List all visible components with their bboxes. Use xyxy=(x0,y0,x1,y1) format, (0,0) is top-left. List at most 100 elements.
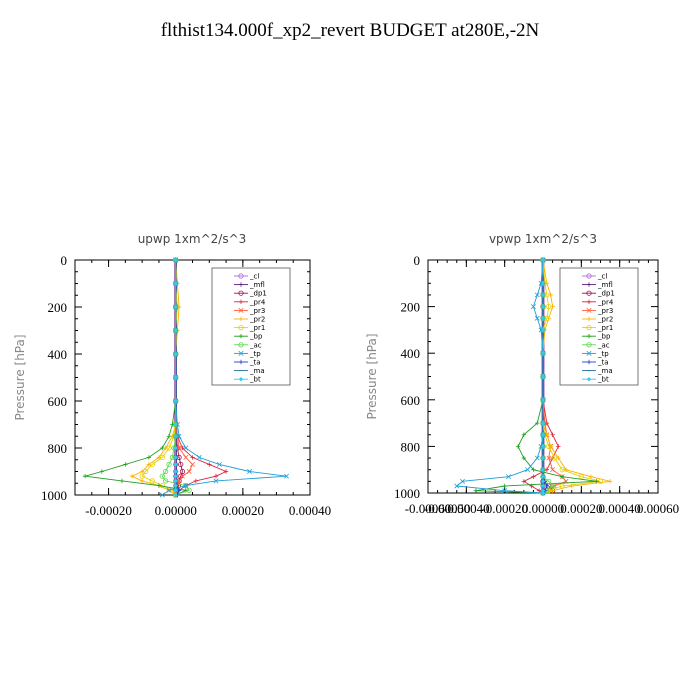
data-point xyxy=(540,420,546,426)
data-point xyxy=(180,445,185,451)
data-point xyxy=(183,445,189,451)
data-point xyxy=(473,488,479,493)
x-tick-label: 0.00020 xyxy=(222,503,264,518)
data-point xyxy=(173,483,178,488)
plot-1: upwp 1xm^2/s^3 Pressure [hPa] 0 200 400 600 80… xyxy=(13,232,331,518)
data-point xyxy=(535,420,540,426)
data-point xyxy=(544,483,550,489)
data-point xyxy=(178,461,184,468)
data-point xyxy=(166,487,172,493)
legend-marker xyxy=(238,290,244,296)
legend-entry: _tp xyxy=(249,350,261,358)
data-point xyxy=(546,303,552,310)
series-bp xyxy=(82,257,188,498)
data-point xyxy=(166,461,172,468)
legend-entry: _ma xyxy=(597,367,613,375)
data-point xyxy=(213,474,219,479)
legend-marker xyxy=(238,273,244,279)
legend-entry: _pr4 xyxy=(597,298,614,306)
data-point xyxy=(160,445,165,451)
data-point xyxy=(534,315,540,321)
legend-entry: _dp1 xyxy=(597,290,615,298)
legend-box xyxy=(211,267,291,386)
data-point xyxy=(540,292,546,298)
data-point xyxy=(173,445,178,451)
data-point xyxy=(139,478,145,484)
data-point xyxy=(546,443,552,449)
legend-marker xyxy=(238,316,244,322)
y-tick-label: 1000 xyxy=(394,486,420,501)
legend-entry: _bp xyxy=(249,333,263,341)
data-point xyxy=(190,461,195,467)
x-tick-label: -0.00060 xyxy=(405,501,452,516)
legend-entry: _pr2 xyxy=(597,316,613,324)
data-point xyxy=(82,474,88,479)
data-point xyxy=(540,351,546,356)
legend-marker xyxy=(238,342,244,348)
data-point xyxy=(173,281,178,286)
data-point xyxy=(540,455,546,461)
legend-entry: _dp1 xyxy=(249,290,267,298)
legend-entry: _bp xyxy=(597,333,611,341)
legend-entry: _ac xyxy=(597,341,610,349)
y-tick-label: 0 xyxy=(61,253,68,268)
data-point xyxy=(521,479,527,484)
data-point xyxy=(173,328,178,333)
data-point xyxy=(534,292,540,298)
legend-box xyxy=(559,267,639,386)
data-point xyxy=(460,478,465,484)
data-point xyxy=(173,492,178,498)
data-point xyxy=(207,462,212,467)
legend-marker xyxy=(586,316,592,322)
data-point xyxy=(176,445,182,451)
data-point xyxy=(556,444,561,449)
x-tick-label: 0.00000 xyxy=(522,501,564,516)
data-point xyxy=(540,479,546,484)
x-tick-label: -0.00040 xyxy=(443,501,490,516)
data-point xyxy=(540,327,546,333)
legend-marker xyxy=(586,282,592,287)
y-tick-label: 600 xyxy=(401,393,421,408)
data-point xyxy=(173,488,178,493)
legend-marker xyxy=(586,350,592,356)
data-point xyxy=(540,397,546,402)
x-tick-label: 0.00000 xyxy=(155,503,197,518)
data-point xyxy=(139,473,145,479)
data-point xyxy=(179,468,186,475)
data-point xyxy=(284,473,289,479)
legend-marker xyxy=(586,359,592,365)
legend-marker xyxy=(238,307,244,313)
series-line xyxy=(455,259,544,494)
data-point xyxy=(521,432,527,437)
data-point xyxy=(515,444,521,449)
data-point xyxy=(173,398,178,404)
legend-marker xyxy=(586,334,592,339)
data-point xyxy=(173,257,178,263)
legend-entry: _pr1 xyxy=(597,324,613,332)
series-tp xyxy=(454,257,546,496)
data-point xyxy=(540,316,546,321)
plot-title: upwp 1xm^2/s^3 xyxy=(138,232,247,246)
data-point xyxy=(540,444,546,449)
data-point xyxy=(173,422,178,427)
data-point xyxy=(173,474,178,479)
data-point xyxy=(163,468,169,475)
data-point xyxy=(546,455,552,461)
data-point xyxy=(119,478,125,484)
y-tick-label: 800 xyxy=(401,439,421,454)
y-axis-label: Pressure [hPa] xyxy=(13,334,27,420)
legend-entry: _ac xyxy=(249,341,262,349)
legend-entry: _cl xyxy=(597,273,607,281)
x-tick-label: -0.00020 xyxy=(481,501,528,516)
data-point xyxy=(540,483,546,489)
data-point xyxy=(186,469,192,474)
data-point xyxy=(176,478,182,484)
data-point xyxy=(156,483,162,488)
data-point xyxy=(540,474,546,479)
data-point xyxy=(588,474,594,479)
legend-entry: _tp xyxy=(597,350,609,358)
data-point xyxy=(149,461,155,468)
data-point xyxy=(163,478,169,484)
legend-marker xyxy=(238,377,244,382)
